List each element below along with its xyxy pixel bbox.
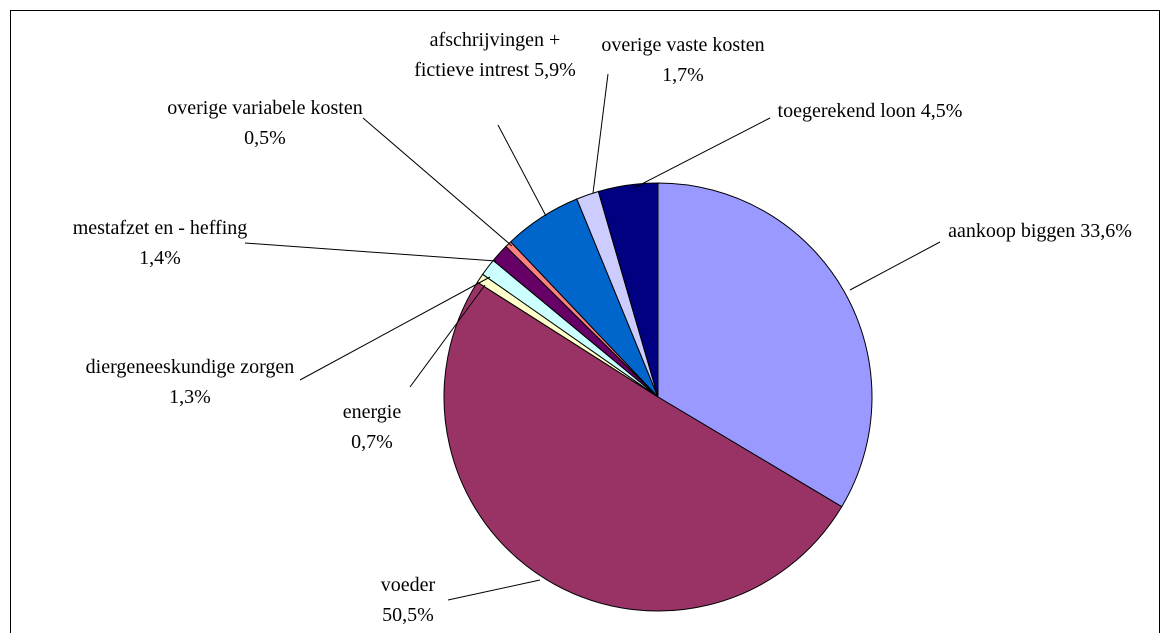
data-label: aankoop biggen 33,6% bbox=[940, 216, 1140, 246]
leader-line bbox=[497, 124, 547, 217]
leader-line bbox=[409, 284, 486, 388]
value-label: 33,6% bbox=[1080, 220, 1132, 242]
category-label: mestafzet en - heffing bbox=[72, 217, 248, 239]
category-label: energie bbox=[342, 401, 402, 423]
leader-line bbox=[849, 241, 941, 291]
leader-line bbox=[299, 276, 491, 381]
category-label: diergeneeskundige zorgen bbox=[85, 356, 295, 378]
category-label: afschrijvingen + fictieve intrest bbox=[414, 29, 561, 81]
pie-slice bbox=[657, 182, 873, 508]
category-label: overige variabele kosten bbox=[167, 97, 363, 119]
value-label: 1,3% bbox=[169, 386, 211, 408]
leader-line bbox=[633, 117, 771, 189]
category-label: aankoop biggen bbox=[948, 220, 1076, 242]
value-label: 1,7% bbox=[662, 64, 704, 86]
leader-line bbox=[362, 117, 513, 247]
category-label: toegerekend loon bbox=[777, 100, 916, 122]
value-label: 50,5% bbox=[382, 604, 434, 626]
value-label: 5,9% bbox=[534, 59, 576, 81]
category-label: voeder bbox=[380, 574, 436, 596]
data-label: overige variabele kosten 0,5% bbox=[165, 93, 365, 153]
data-label: afschrijvingen + fictieve intrest 5,9% bbox=[400, 25, 590, 85]
leader-line bbox=[244, 242, 497, 262]
value-label: 4,5% bbox=[920, 100, 963, 122]
pie-slice bbox=[443, 281, 843, 612]
data-label: toegerekend loon 4,5% bbox=[770, 96, 970, 126]
value-label: 1,4% bbox=[139, 247, 181, 269]
data-label: mestafzet en - heffing 1,4% bbox=[60, 213, 260, 273]
leader-line bbox=[447, 579, 541, 601]
pie-slice bbox=[597, 182, 659, 398]
data-label: energie 0,7% bbox=[327, 397, 417, 457]
value-label: 0,7% bbox=[351, 431, 393, 453]
category-label: overige vaste kosten bbox=[601, 34, 765, 56]
value-label: 0,5% bbox=[244, 127, 286, 149]
data-label: voeder 50,5% bbox=[363, 570, 453, 630]
data-label: overige vaste kosten 1,7% bbox=[598, 30, 768, 90]
data-label: diergeneeskundige zorgen 1,3% bbox=[75, 352, 305, 412]
leader-line bbox=[592, 73, 609, 194]
